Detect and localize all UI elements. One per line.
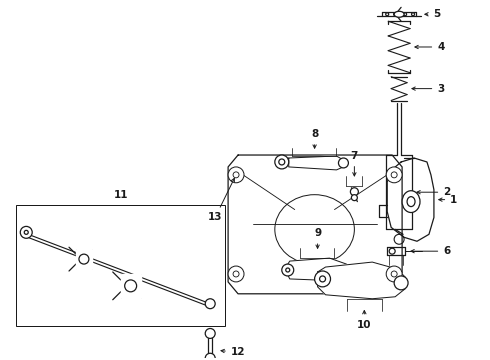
Polygon shape [285,258,349,281]
Circle shape [386,266,402,282]
Circle shape [404,13,407,16]
Circle shape [20,226,32,238]
Text: 4: 4 [415,42,444,52]
Circle shape [79,254,89,264]
Polygon shape [121,274,141,298]
Circle shape [389,248,395,254]
Circle shape [319,276,325,282]
Circle shape [228,167,244,183]
Ellipse shape [275,195,354,264]
Polygon shape [76,249,92,269]
Text: 10: 10 [357,311,371,329]
Text: 8: 8 [311,129,318,148]
Text: 7: 7 [351,151,358,176]
Text: 6: 6 [411,246,450,256]
Ellipse shape [407,197,415,207]
Circle shape [391,172,397,178]
Circle shape [394,276,408,290]
Circle shape [24,230,28,234]
Polygon shape [228,155,402,294]
Polygon shape [289,156,343,170]
Ellipse shape [394,11,404,17]
Circle shape [386,13,389,16]
Circle shape [233,271,239,277]
Circle shape [228,266,244,282]
Circle shape [205,328,215,338]
Circle shape [339,158,348,168]
Text: 2: 2 [417,187,450,197]
Text: 5: 5 [425,9,441,19]
Ellipse shape [402,191,420,212]
Text: 9: 9 [314,228,321,248]
Bar [16,204,225,325]
Text: 11: 11 [114,190,128,200]
Text: 13: 13 [208,178,234,222]
Circle shape [315,271,331,287]
Circle shape [412,13,415,16]
Circle shape [275,155,289,169]
Polygon shape [387,158,434,241]
Polygon shape [318,262,405,299]
Circle shape [282,264,294,276]
Circle shape [205,353,215,360]
Circle shape [351,195,357,201]
Circle shape [205,299,215,309]
Circle shape [386,167,402,183]
Circle shape [350,188,358,196]
Circle shape [286,268,290,272]
Circle shape [393,13,396,16]
Circle shape [124,280,137,292]
Circle shape [391,271,397,277]
Text: 1: 1 [439,195,458,204]
Text: 12: 12 [221,347,245,357]
Circle shape [279,159,285,165]
Circle shape [233,172,239,178]
Text: 3: 3 [412,84,444,94]
